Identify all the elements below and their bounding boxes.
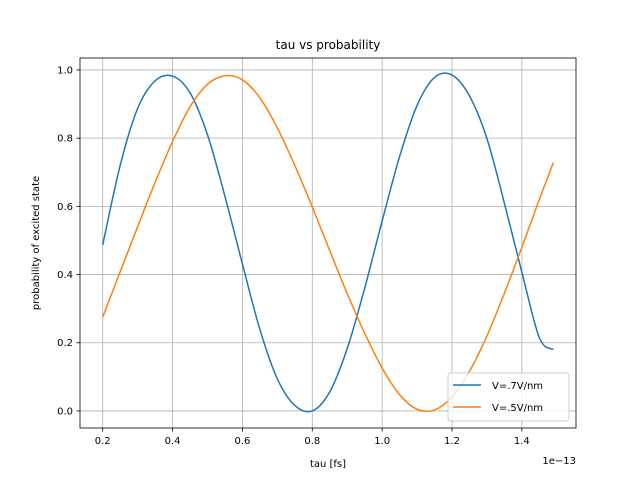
x-axis-offset-label: 1e−13 — [542, 456, 576, 467]
x-tick-label: 0.6 — [234, 436, 250, 447]
y-tick-label: 0.8 — [57, 134, 73, 145]
plot-frame — [79, 57, 577, 429]
y-axis-ticks: 0.0 0.2 0.4 0.6 0.8 1.0 — [57, 65, 80, 417]
x-tick-label: 1.0 — [374, 436, 390, 447]
series-lines — [101, 72, 555, 413]
x-tick-label: 0.8 — [304, 436, 320, 447]
y-tick-label: 0.6 — [57, 202, 73, 213]
x-tick-label: 0.2 — [95, 436, 111, 447]
legend-label-series-0: V=.7V/nm — [492, 381, 543, 392]
y-tick-label: 1.0 — [57, 65, 73, 76]
y-tick-label: 0.0 — [57, 406, 73, 417]
y-tick-label: 0.4 — [57, 270, 73, 281]
x-axis-label: tau [fs] — [310, 459, 346, 470]
grid — [80, 58, 576, 428]
x-tick-label: 1.4 — [514, 436, 530, 447]
legend-label-series-1: V=.5V/nm — [492, 403, 543, 414]
x-tick-label: 0.4 — [165, 436, 181, 447]
y-tick-label: 0.2 — [57, 338, 73, 349]
chart-title: tau vs probability — [276, 38, 381, 52]
y-axis-label: probability of excited state — [31, 176, 42, 310]
x-axis-ticks: 0.2 0.4 0.6 0.8 1.0 1.2 1.4 — [95, 428, 530, 447]
series-line-0 — [101, 72, 554, 413]
x-tick-label: 1.2 — [444, 436, 460, 447]
legend: V=.7V/nm V=.5V/nm — [447, 372, 570, 422]
series-line-1 — [102, 74, 555, 413]
